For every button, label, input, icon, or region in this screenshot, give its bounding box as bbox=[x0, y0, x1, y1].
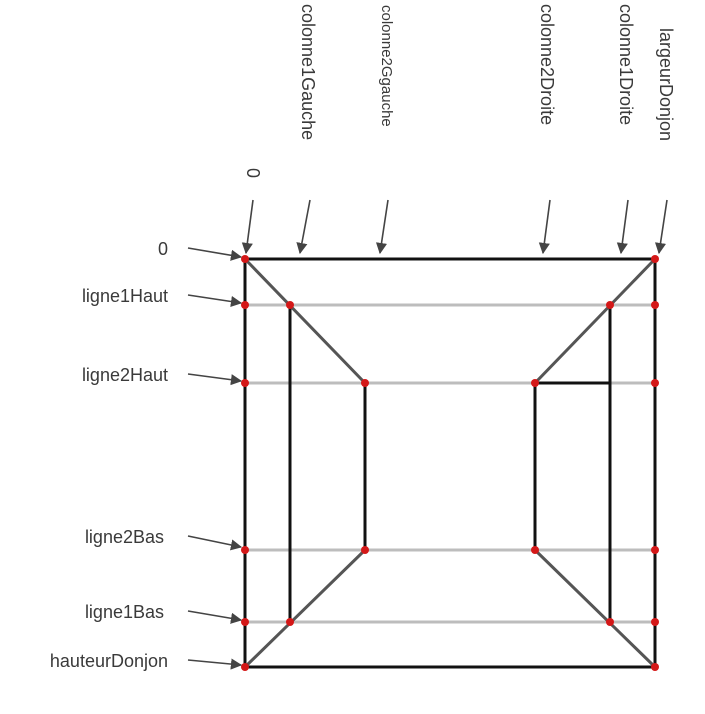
horizontal-guides bbox=[245, 303, 655, 624]
col-arrow-colonne2Ggauche bbox=[375, 199, 389, 255]
row-label-ligne1Bas: ligne1Bas bbox=[85, 602, 164, 622]
column-label-colonne2Ggauche: colonne2Ggauche bbox=[378, 5, 395, 127]
row-label-zero: 0 bbox=[158, 239, 168, 259]
point bbox=[241, 546, 249, 554]
column-label-largeurDonjon: largeurDonjon bbox=[656, 28, 676, 141]
point bbox=[651, 618, 659, 626]
point bbox=[241, 379, 249, 387]
inner-walls bbox=[288, 305, 612, 622]
row-arrow-ligne1Haut bbox=[187, 294, 243, 308]
point bbox=[241, 301, 249, 309]
point bbox=[531, 546, 539, 554]
point bbox=[241, 618, 249, 626]
column-label-colonne1Droite: colonne1Droite bbox=[616, 4, 636, 125]
point bbox=[651, 546, 659, 554]
row-arrow-zero bbox=[187, 247, 243, 261]
points bbox=[241, 255, 659, 671]
point bbox=[606, 618, 614, 626]
outer-wall bbox=[243, 257, 657, 669]
point bbox=[651, 255, 659, 263]
col-arrow-colonne1Droite bbox=[616, 199, 629, 255]
row-arrow-ligne2Haut bbox=[187, 373, 243, 386]
diagonals bbox=[243, 257, 657, 669]
row-arrows bbox=[187, 247, 243, 670]
point bbox=[651, 663, 659, 671]
point bbox=[361, 379, 369, 387]
col-arrow-colonne2Droite bbox=[538, 199, 551, 255]
point bbox=[361, 546, 369, 554]
column-label-colonne1Gauche: colonne1Gauche bbox=[298, 4, 318, 140]
col-arrow-largeurDonjon bbox=[654, 199, 668, 255]
point bbox=[651, 379, 659, 387]
col-arrow-colonne1Gauche bbox=[296, 199, 311, 255]
column-label-zero: 0 bbox=[243, 168, 263, 178]
column-labels: 0 colonne1Gauche colonne2Ggauche colonne… bbox=[243, 4, 676, 178]
col-arrow-zero bbox=[241, 199, 254, 255]
point bbox=[606, 301, 614, 309]
row-arrow-hauteurDonjon bbox=[187, 658, 243, 670]
row-label-hauteurDonjon: hauteurDonjon bbox=[50, 651, 168, 671]
point bbox=[286, 301, 294, 309]
diagonal-bottom-right bbox=[533, 548, 657, 669]
row-arrow-ligne1Bas bbox=[187, 610, 243, 624]
row-labels: 0 ligne1Haut ligne2Haut ligne2Bas ligne1… bbox=[50, 239, 168, 671]
point bbox=[241, 255, 249, 263]
diagonal-top-left bbox=[243, 257, 367, 385]
row-arrow-ligne2Bas bbox=[187, 535, 243, 551]
point bbox=[241, 663, 249, 671]
point bbox=[651, 301, 659, 309]
diagonal-top-right bbox=[533, 257, 657, 385]
column-arrows bbox=[241, 199, 668, 255]
row-label-ligne1Haut: ligne1Haut bbox=[82, 286, 168, 306]
column-label-colonne2Droite: colonne2Droite bbox=[537, 4, 557, 125]
row-label-ligne2Haut: ligne2Haut bbox=[82, 365, 168, 385]
diagonal-bottom-left bbox=[243, 548, 367, 669]
row-label-ligne2Bas: ligne2Bas bbox=[85, 527, 164, 547]
point bbox=[286, 618, 294, 626]
point bbox=[531, 379, 539, 387]
